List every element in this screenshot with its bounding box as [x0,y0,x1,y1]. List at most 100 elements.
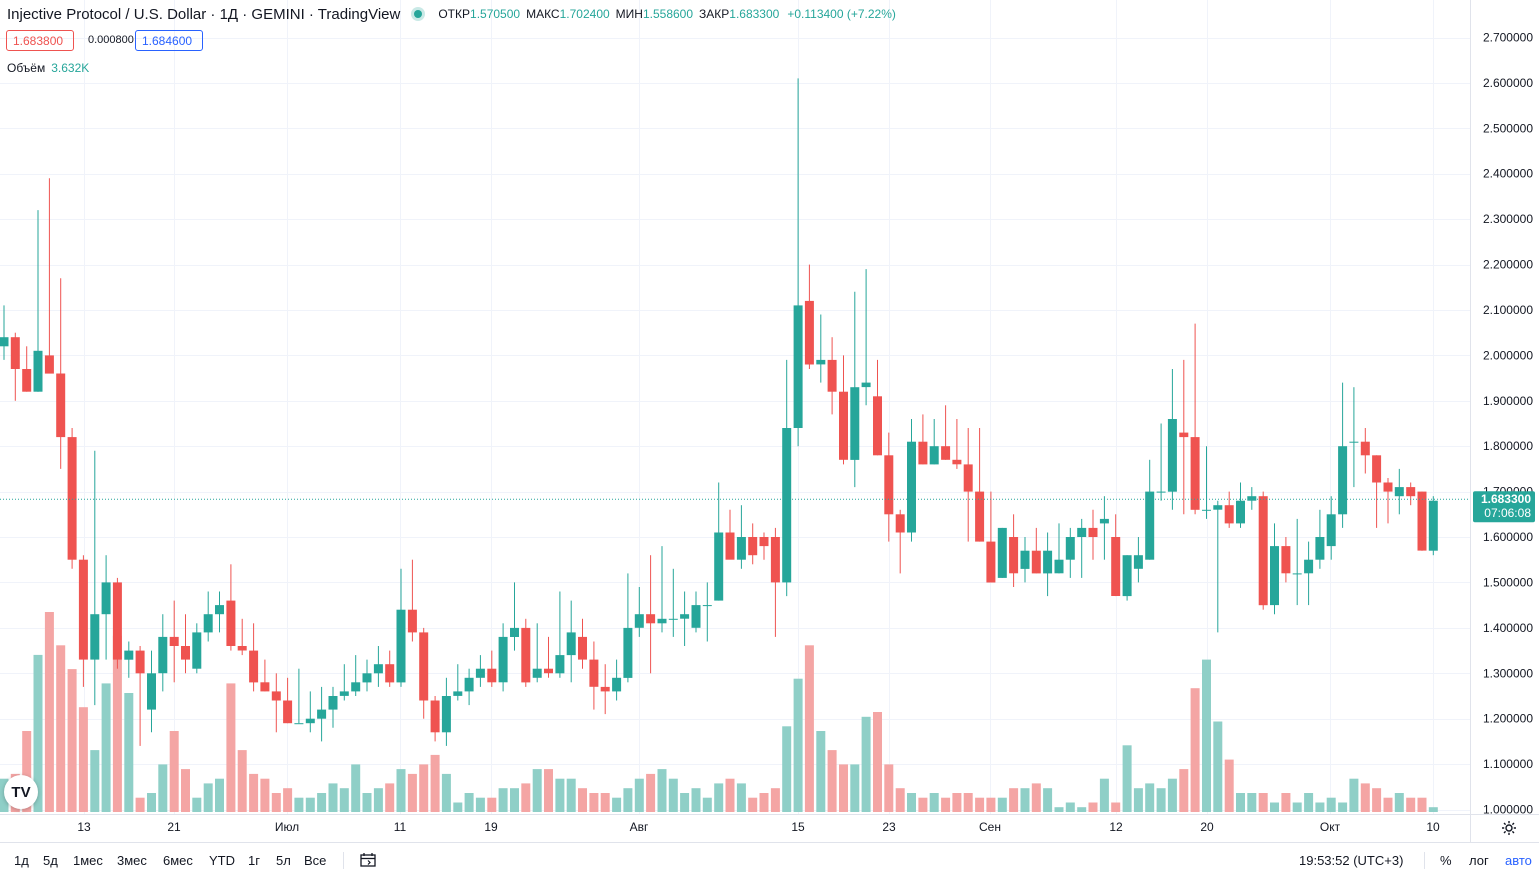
candle-body [668,618,678,620]
candle-body [147,673,156,710]
buy-price-button[interactable]: 1.684600 [135,30,203,51]
settings-gear-icon[interactable] [1501,820,1517,836]
candle-body [941,446,951,460]
volume-bar [929,793,939,812]
range-5y-button[interactable]: 5л [276,853,291,868]
clock-timezone[interactable]: 19:53:52 (UTC+3) [1299,853,1404,868]
candle-body [532,668,542,678]
volume-bar [124,693,134,812]
sell-price-button[interactable]: 1.683800 [6,30,74,51]
volume-bar [1213,721,1223,812]
candle-body [736,537,746,560]
candle-body [646,614,656,624]
candle-body [804,300,814,365]
goto-date-calendar-icon[interactable] [360,853,376,867]
price-chart[interactable]: 1.000000 1.100000 1.200000 1.300000 1.400000… [0,0,1539,842]
candle-body [1031,550,1041,574]
candle-body [1043,550,1053,574]
chart-header: Injective Protocol / U.S. Dollar · 1Д · … [7,4,896,24]
candle-body [78,559,88,660]
volume-bar [521,783,531,812]
volume-bar [680,793,690,812]
price-axis-label: 1.800000 [1483,439,1533,453]
candle-body [714,532,724,601]
volume-bar [623,788,633,812]
time-axis-label: Авг [630,820,649,834]
candle-body [612,677,622,692]
volume-bar [1009,788,1019,812]
volume-bar [578,788,587,812]
price-axis-label: 2.000000 [1483,348,1533,362]
range-1d-button[interactable]: 1д [14,853,29,868]
volume-bar [1247,793,1257,812]
candle-body [1428,500,1438,551]
volume-bar [1270,802,1279,812]
volume-bar [147,793,156,812]
candle-body [1315,537,1325,560]
candle-body [1133,555,1143,569]
range-6m-button[interactable]: 6мес [163,853,193,868]
volume-bar [22,731,32,812]
candle-body [237,646,247,651]
volume-bar [1258,793,1268,812]
volume-bar [1054,807,1064,812]
candle-body [691,605,701,628]
candle-body [702,605,712,607]
candle-body [975,491,985,542]
range-ytd-button[interactable]: YTD [209,853,235,868]
volume-bar [634,778,644,812]
candle-body [1077,527,1087,537]
candle-body [396,609,406,683]
range-all-button[interactable]: Все [304,853,327,868]
candle-body [918,441,928,465]
candle-body [67,437,77,560]
range-1y-button[interactable]: 1г [248,853,260,868]
candle-body [260,682,270,692]
symbol-title[interactable]: Injective Protocol / U.S. Dollar · 1Д · … [7,5,401,23]
volume-bar [169,731,179,812]
candle-body [317,709,327,719]
range-1m-button[interactable]: 1мес [73,853,103,868]
volume-bar [532,769,542,812]
volume-bar [1349,778,1359,812]
spread-value: 0.000800 [88,34,134,46]
candle-body [873,396,882,456]
volume-bar [1111,802,1121,812]
candle-body [475,668,485,678]
candle-body [1247,496,1257,501]
log-scale-toggle[interactable]: лог [1469,853,1489,868]
volume-bar [1122,745,1132,812]
candle-body [521,627,531,683]
volume-bar [884,764,894,812]
volume-bar [555,778,565,812]
volume-bar [112,635,122,812]
candle-body [634,614,644,628]
candle-body [203,614,213,633]
price-axis-label: 1.300000 [1483,666,1533,680]
time-axis-label: 19 [484,820,498,834]
candle-body [10,337,20,369]
toolbar-divider [343,852,344,869]
candle-body [1270,546,1279,606]
volume-bar [90,750,100,812]
volume-bar [1304,793,1314,812]
candle-body [305,718,315,724]
last-price-badge [1473,491,1535,523]
candle-body [566,632,576,656]
volume-bar [714,783,724,812]
tradingview-logo[interactable]: TV [4,775,38,809]
range-3m-button[interactable]: 3мес [117,853,147,868]
candle-body [215,605,224,615]
volume-bar [1133,788,1143,812]
percent-scale-toggle[interactable]: % [1440,853,1452,868]
volume-bar [691,788,701,812]
time-axis-label: 10 [1426,820,1440,834]
ohlc-close: ЗАКР1.683300 [699,7,780,21]
range-5d-button[interactable]: 5д [43,853,58,868]
auto-scale-toggle[interactable]: авто [1505,853,1532,868]
volume-bar [827,750,837,812]
volume-bar [1043,788,1053,812]
ohlc-high: МАКС1.702400 [526,7,610,21]
candle-body [1122,555,1132,597]
candle-body [1088,527,1098,537]
